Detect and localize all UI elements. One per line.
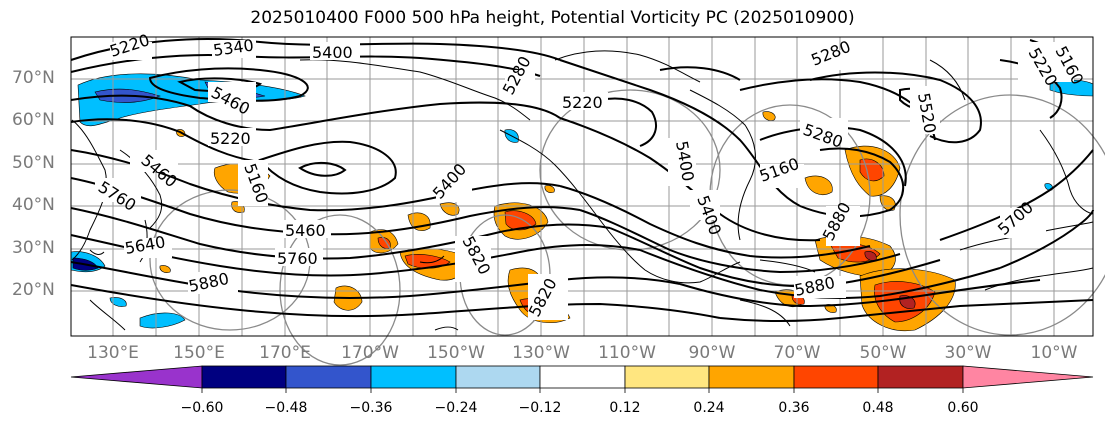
lon-label: 130°E <box>87 343 139 363</box>
lon-label: 110°W <box>598 343 656 363</box>
lon-label: 90°W <box>688 343 736 363</box>
lat-label: 50°N <box>12 153 55 173</box>
chart-title: 2025010400 F000 500 hPa height, Potentia… <box>250 8 855 28</box>
colorbar-tick-label: −0.36 <box>349 400 393 416</box>
contour-label: 5400 <box>312 43 353 62</box>
lon-label: 150°E <box>173 343 225 363</box>
lon-label: 130°W <box>512 343 570 363</box>
lon-label: 150°W <box>427 343 485 363</box>
lon-label: 10°W <box>1030 343 1078 363</box>
lat-label: 70°N <box>12 68 55 88</box>
lon-label: 170°W <box>341 343 399 363</box>
colorbar-tick-label: 0.36 <box>778 400 810 416</box>
lon-label: 30°W <box>944 343 992 363</box>
contour-label: 5220 <box>562 93 603 112</box>
colorbar <box>70 365 1094 393</box>
colorbar-tick-label: −0.48 <box>264 400 308 416</box>
height-contours <box>70 38 1094 322</box>
contour-label: 5220 <box>210 129 251 148</box>
colorbar-tick-label: −0.12 <box>518 400 562 416</box>
lat-label: 60°N <box>12 110 55 130</box>
colorbar-tick-label: 0.12 <box>609 400 641 416</box>
contour-label: 5460 <box>285 221 326 240</box>
lat-label: 30°N <box>12 238 55 258</box>
map-frame <box>70 36 1094 337</box>
colorbar-tick-label: 0.60 <box>947 400 979 416</box>
lon-label: 170°E <box>259 343 311 363</box>
lat-label: 20°N <box>12 280 55 300</box>
colorbar-tick-label: −0.60 <box>180 400 224 416</box>
contour-label: 5760 <box>277 249 318 268</box>
lat-label: 40°N <box>12 195 55 215</box>
lon-label: 50°W <box>859 343 907 363</box>
colorbar-tick-label: 0.24 <box>693 400 725 416</box>
lon-label: 70°W <box>773 343 821 363</box>
colorbar-tick-label: 0.48 <box>862 400 894 416</box>
colorbar-tick-label: −0.24 <box>434 400 478 416</box>
